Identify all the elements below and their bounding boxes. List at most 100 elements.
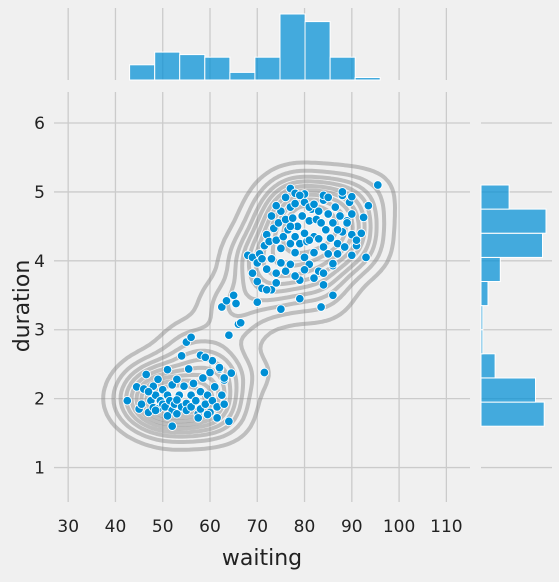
scatter-point (219, 373, 229, 383)
top-histogram-bar (179, 54, 206, 81)
scatter-point (309, 247, 319, 258)
scatter-point (299, 265, 310, 275)
scatter-point (228, 290, 239, 301)
scatter-point (318, 242, 329, 252)
y-tick-label: 2 (34, 390, 45, 410)
density-contour (101, 160, 397, 452)
top-histogram-bar (204, 56, 231, 81)
right-histogram-bar (480, 377, 536, 403)
scatter-point (373, 180, 383, 190)
scatter-point (231, 298, 241, 309)
x-tick-label: 110 (430, 517, 462, 537)
scatter-point (261, 285, 272, 295)
top-marginal-histogram (129, 13, 381, 81)
top-histogram-bar (229, 71, 256, 81)
scatter-point (122, 395, 133, 406)
scatter-point (309, 199, 319, 210)
y-tick-label: 6 (34, 114, 45, 134)
scatter-point (318, 280, 329, 290)
scatter-point (295, 293, 305, 304)
scatter-point (167, 421, 177, 431)
scatter-point (325, 233, 336, 243)
right-histogram-bar (480, 281, 489, 307)
y-tick-label: 3 (34, 321, 45, 341)
top-histogram-bar (329, 56, 356, 81)
scatter-point (342, 218, 352, 228)
scatter-point (323, 209, 333, 219)
scatter-point (188, 378, 199, 389)
scatter-point (276, 304, 286, 314)
scatter-point (278, 231, 289, 242)
scatter-point (202, 409, 213, 420)
scatter-point (200, 352, 211, 363)
top-histogram-bar (254, 56, 281, 81)
scatter-point (141, 369, 151, 380)
right-histogram-bar (480, 256, 501, 282)
scatter-point (217, 390, 227, 400)
scatter-point (285, 221, 296, 232)
scatter-point (186, 332, 196, 343)
scatter-point (219, 399, 229, 409)
scatter-point (271, 278, 281, 288)
scatter-point (332, 249, 343, 259)
scatter-point (309, 273, 319, 283)
scatter-point (351, 235, 362, 245)
scatter-point (318, 268, 329, 278)
scatter-point (162, 364, 173, 375)
scatter-point (316, 218, 326, 228)
scatter-point (313, 234, 324, 244)
scatter-point (276, 258, 286, 268)
scatter-point (276, 243, 286, 254)
scatter-point (214, 362, 225, 373)
scatter-point (332, 225, 343, 235)
x-tick-label: 40 (105, 517, 127, 537)
scatter-point (162, 411, 173, 421)
scatter-point (252, 297, 263, 307)
scatter-point (153, 374, 163, 385)
scatter-point (295, 190, 305, 201)
scatter-point (337, 187, 348, 197)
scatter-point (172, 374, 182, 385)
scatter-point (323, 192, 333, 203)
scatter-point (328, 258, 338, 269)
scatter-point (297, 211, 307, 221)
right-histogram-bar (480, 305, 484, 331)
scatter-point (207, 395, 218, 406)
scatter-point (261, 264, 272, 274)
scatter-point (347, 209, 357, 219)
scatter-point (235, 318, 246, 328)
right-histogram-bar (480, 401, 545, 427)
scatter-point (212, 413, 222, 423)
scatter-point (358, 212, 369, 223)
top-histogram-bar (304, 21, 331, 81)
scatter-point (363, 200, 374, 211)
scatter-point (290, 198, 300, 209)
right-histogram-bar (480, 329, 484, 355)
scatter-point (179, 381, 189, 391)
top-histogram-bar (129, 64, 156, 81)
scatter-point (224, 416, 234, 427)
top-histogram-bar (279, 13, 306, 81)
scatter-point (335, 211, 345, 221)
top-histogram-bar (354, 77, 381, 81)
right-histogram-bar (480, 208, 547, 234)
y-axis-label: duration (10, 260, 35, 353)
density-contour (111, 168, 387, 444)
scatter-point (209, 382, 220, 392)
scatter-point (266, 254, 277, 264)
scatter-point (198, 373, 208, 383)
scatter-point (266, 211, 277, 221)
scatter-point (304, 235, 315, 245)
scatter-point (257, 254, 267, 264)
density-contour (118, 174, 379, 439)
x-tick-labels: 30 40 50 60 70 80 90 100 110 (57, 517, 462, 537)
scatter-point (191, 395, 201, 406)
scatter-point (361, 252, 371, 263)
scatter-point (224, 330, 234, 340)
scatter-point (313, 206, 324, 216)
scatter-point (136, 399, 147, 409)
scatter-point (316, 302, 326, 312)
x-axis-label: waiting (222, 546, 302, 571)
